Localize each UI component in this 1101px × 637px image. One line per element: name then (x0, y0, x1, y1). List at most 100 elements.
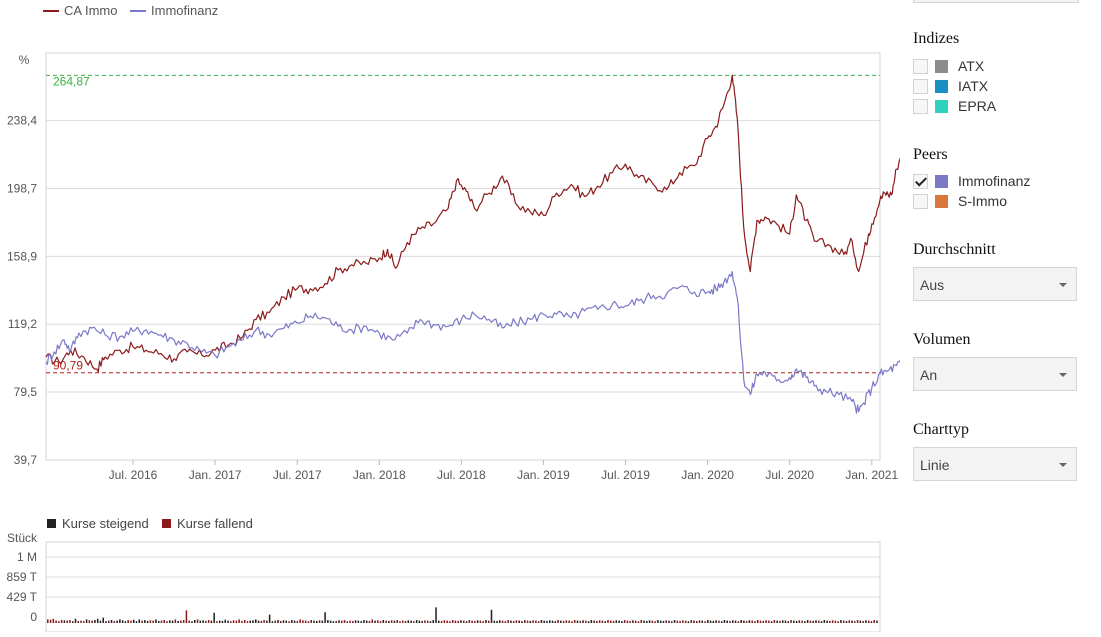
volume-bar (352, 620, 354, 623)
volume-bar (166, 621, 168, 623)
atx-color-swatch (935, 59, 948, 73)
index-atx-checkbox[interactable] (913, 58, 928, 74)
volume-bar (457, 620, 459, 623)
volume-bar (687, 621, 690, 623)
volume-bar (49, 619, 52, 623)
volumen-select[interactable]: An (913, 357, 1077, 391)
index-epra-toggle[interactable]: EPRA (913, 97, 1073, 115)
index-iatx-checkbox[interactable] (913, 78, 928, 94)
volume-bar (487, 620, 490, 623)
index-epra-checkbox[interactable] (913, 98, 928, 114)
volume-bar (266, 620, 268, 623)
x-tick-label: Jul. 2017 (273, 468, 322, 482)
volume-bar (116, 620, 118, 623)
volume-bar (318, 620, 321, 623)
volume-bar (465, 621, 468, 623)
volume-bar (676, 620, 679, 623)
volume-bar (421, 620, 423, 623)
volume-bar (160, 620, 163, 623)
x-tick-label: Jan. 2019 (517, 468, 570, 482)
volume-bar (463, 620, 465, 623)
volume-bar (108, 620, 110, 623)
volume-bar (634, 620, 637, 623)
volume-bar (74, 618, 77, 623)
volume-bar (501, 620, 504, 623)
charttyp-select[interactable]: Linie (913, 447, 1077, 481)
index-atx-toggle[interactable]: ATX (913, 57, 1073, 75)
volume-bar (579, 620, 582, 623)
volume-bar (651, 620, 654, 623)
volume-bar (291, 620, 293, 623)
volume-bar (518, 620, 520, 623)
volume-bar (801, 620, 803, 623)
volume-bar (609, 620, 612, 623)
volume-bar (532, 620, 534, 623)
volume-bar (779, 620, 781, 623)
volume-bar (152, 620, 154, 623)
volume-bar (346, 621, 349, 623)
peer-simmo-label: S-Immo (958, 193, 1007, 209)
volume-bar (363, 620, 365, 623)
volume-bar (221, 620, 224, 623)
volume-bar (371, 619, 374, 623)
peer-simmo-toggle[interactable]: S-Immo (913, 192, 1073, 210)
volume-bar (673, 620, 676, 623)
volume-bar (205, 620, 207, 623)
volume-bar (529, 620, 532, 623)
volume-bar (734, 620, 737, 623)
volume-bar (585, 620, 587, 623)
volume-bar (540, 620, 543, 623)
volume-bar (105, 621, 107, 623)
volume-bar (193, 620, 196, 623)
peer-simmo-checkbox[interactable] (913, 193, 928, 209)
peer-immofinanz-toggle[interactable]: Immofinanz (913, 172, 1073, 190)
volume-bar (196, 619, 199, 623)
x-tick-label: Jan. 2018 (353, 468, 406, 482)
volume-bar (460, 620, 462, 623)
volume-bar (252, 620, 254, 623)
volume-bar (338, 620, 340, 623)
y-tick-label: 238,4 (7, 114, 37, 128)
volume-bar (446, 620, 448, 623)
volume-bar (385, 620, 387, 623)
x-tick-label: Jul. 2018 (437, 468, 486, 482)
x-tick-label: Jan. 2017 (189, 468, 242, 482)
volume-bar (504, 621, 507, 623)
chevron-down-icon (1059, 463, 1067, 467)
volume-bar (854, 621, 856, 623)
volume-unit-label: Stück (7, 531, 38, 545)
charttyp-title: Charttyp (913, 421, 969, 438)
volume-bar (169, 620, 171, 623)
top-select-stub[interactable] (913, 0, 1079, 3)
volume-bar (640, 620, 643, 623)
volume-bar (743, 620, 745, 623)
volume-bar (662, 620, 665, 623)
volume-bar (632, 620, 634, 623)
volume-bar (66, 620, 68, 623)
volume-bar (568, 620, 570, 623)
volume-bar (790, 620, 792, 623)
volume-bar (709, 620, 712, 623)
volume-bar (607, 620, 609, 623)
volume-bar (340, 620, 343, 623)
volume-bar (418, 620, 421, 623)
series-line-1 (45, 271, 910, 414)
durchschnitt-select[interactable]: Aus (913, 267, 1077, 301)
volume-bar (823, 620, 826, 623)
volume-bar (124, 621, 127, 623)
volume-bar (110, 620, 113, 623)
volume-bar (648, 620, 651, 623)
index-iatx-toggle[interactable]: IATX (913, 77, 1073, 95)
volume-bar (324, 612, 326, 623)
volume-bar (862, 620, 864, 623)
volume-bar (77, 620, 80, 623)
volume-bar (80, 620, 82, 623)
peer-immofinanz-checkbox[interactable] (913, 173, 928, 189)
volume-bar (851, 620, 853, 623)
volume-bar (413, 621, 415, 623)
volume-bar (468, 620, 471, 623)
volume-tick-label: 0 (30, 610, 37, 624)
volume-bar (224, 619, 227, 623)
volume-bar (263, 620, 265, 623)
volume-bar (485, 620, 487, 623)
